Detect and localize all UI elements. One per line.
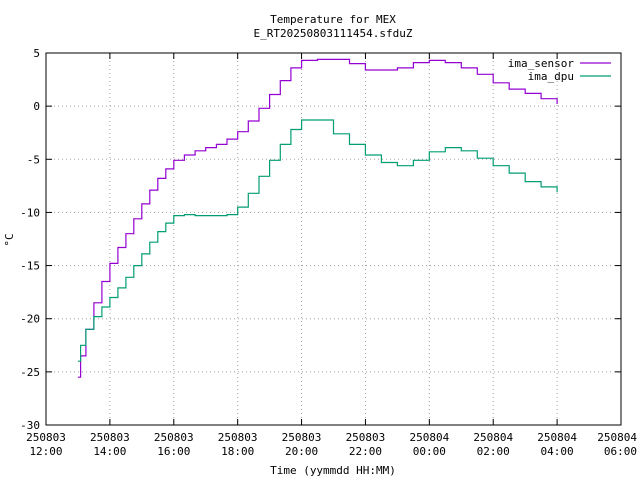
x-tick-label-time: 20:00 xyxy=(285,445,318,458)
plot-frame xyxy=(45,52,622,426)
x-tick-label-time: 22:00 xyxy=(349,445,382,458)
x-tick-label-time: 06:00 xyxy=(604,445,637,458)
x-tick-label-date: 250803 xyxy=(218,431,258,444)
y-tick-label: -30 xyxy=(20,419,40,432)
y-tick-label: -15 xyxy=(20,260,40,273)
x-axis-label: Time (yymmdd HH:MM) xyxy=(270,464,396,477)
x-tick-label-time: 02:00 xyxy=(477,445,510,458)
data-series xyxy=(77,58,558,378)
y-axis-label: °C xyxy=(3,233,16,246)
y-tick-label: -10 xyxy=(20,206,40,219)
x-tick-label-date: 250803 xyxy=(26,431,66,444)
y-tick-label: -25 xyxy=(20,366,40,379)
chart-subtitle: E_RT20250803111454.sfduZ xyxy=(254,27,413,40)
x-tick-label-date: 250803 xyxy=(346,431,386,444)
x-tick-label-time: 14:00 xyxy=(93,445,126,458)
axis-ticks: -30-25-20-15-10-50525080312:0025080314:0… xyxy=(20,47,637,458)
x-tick-label-time: 16:00 xyxy=(157,445,190,458)
grid-lines xyxy=(46,53,621,425)
x-tick-label-time: 18:00 xyxy=(221,445,254,458)
y-tick-label: -20 xyxy=(20,313,40,326)
y-tick-label: 0 xyxy=(33,100,40,113)
x-tick-label-date: 250803 xyxy=(90,431,130,444)
series-line-ima-dpu xyxy=(77,119,558,362)
x-tick-label-date: 250804 xyxy=(409,431,449,444)
legend-label: ima_dpu xyxy=(528,70,574,83)
x-tick-label-time: 04:00 xyxy=(541,445,574,458)
x-tick-label-time: 12:00 xyxy=(29,445,62,458)
x-tick-label-date: 250803 xyxy=(154,431,194,444)
x-tick-label-date: 250803 xyxy=(282,431,322,444)
legend-label: ima_sensor xyxy=(508,57,575,70)
x-tick-label-time: 00:00 xyxy=(413,445,446,458)
chart-title: Temperature for MEX xyxy=(270,13,396,26)
series-line-ima-sensor xyxy=(77,58,558,378)
y-tick-label: -5 xyxy=(27,153,40,166)
x-tick-label-date: 250804 xyxy=(597,431,637,444)
y-tick-label: 5 xyxy=(33,47,40,60)
x-tick-label-date: 250804 xyxy=(537,431,577,444)
x-tick-label-date: 250804 xyxy=(473,431,513,444)
